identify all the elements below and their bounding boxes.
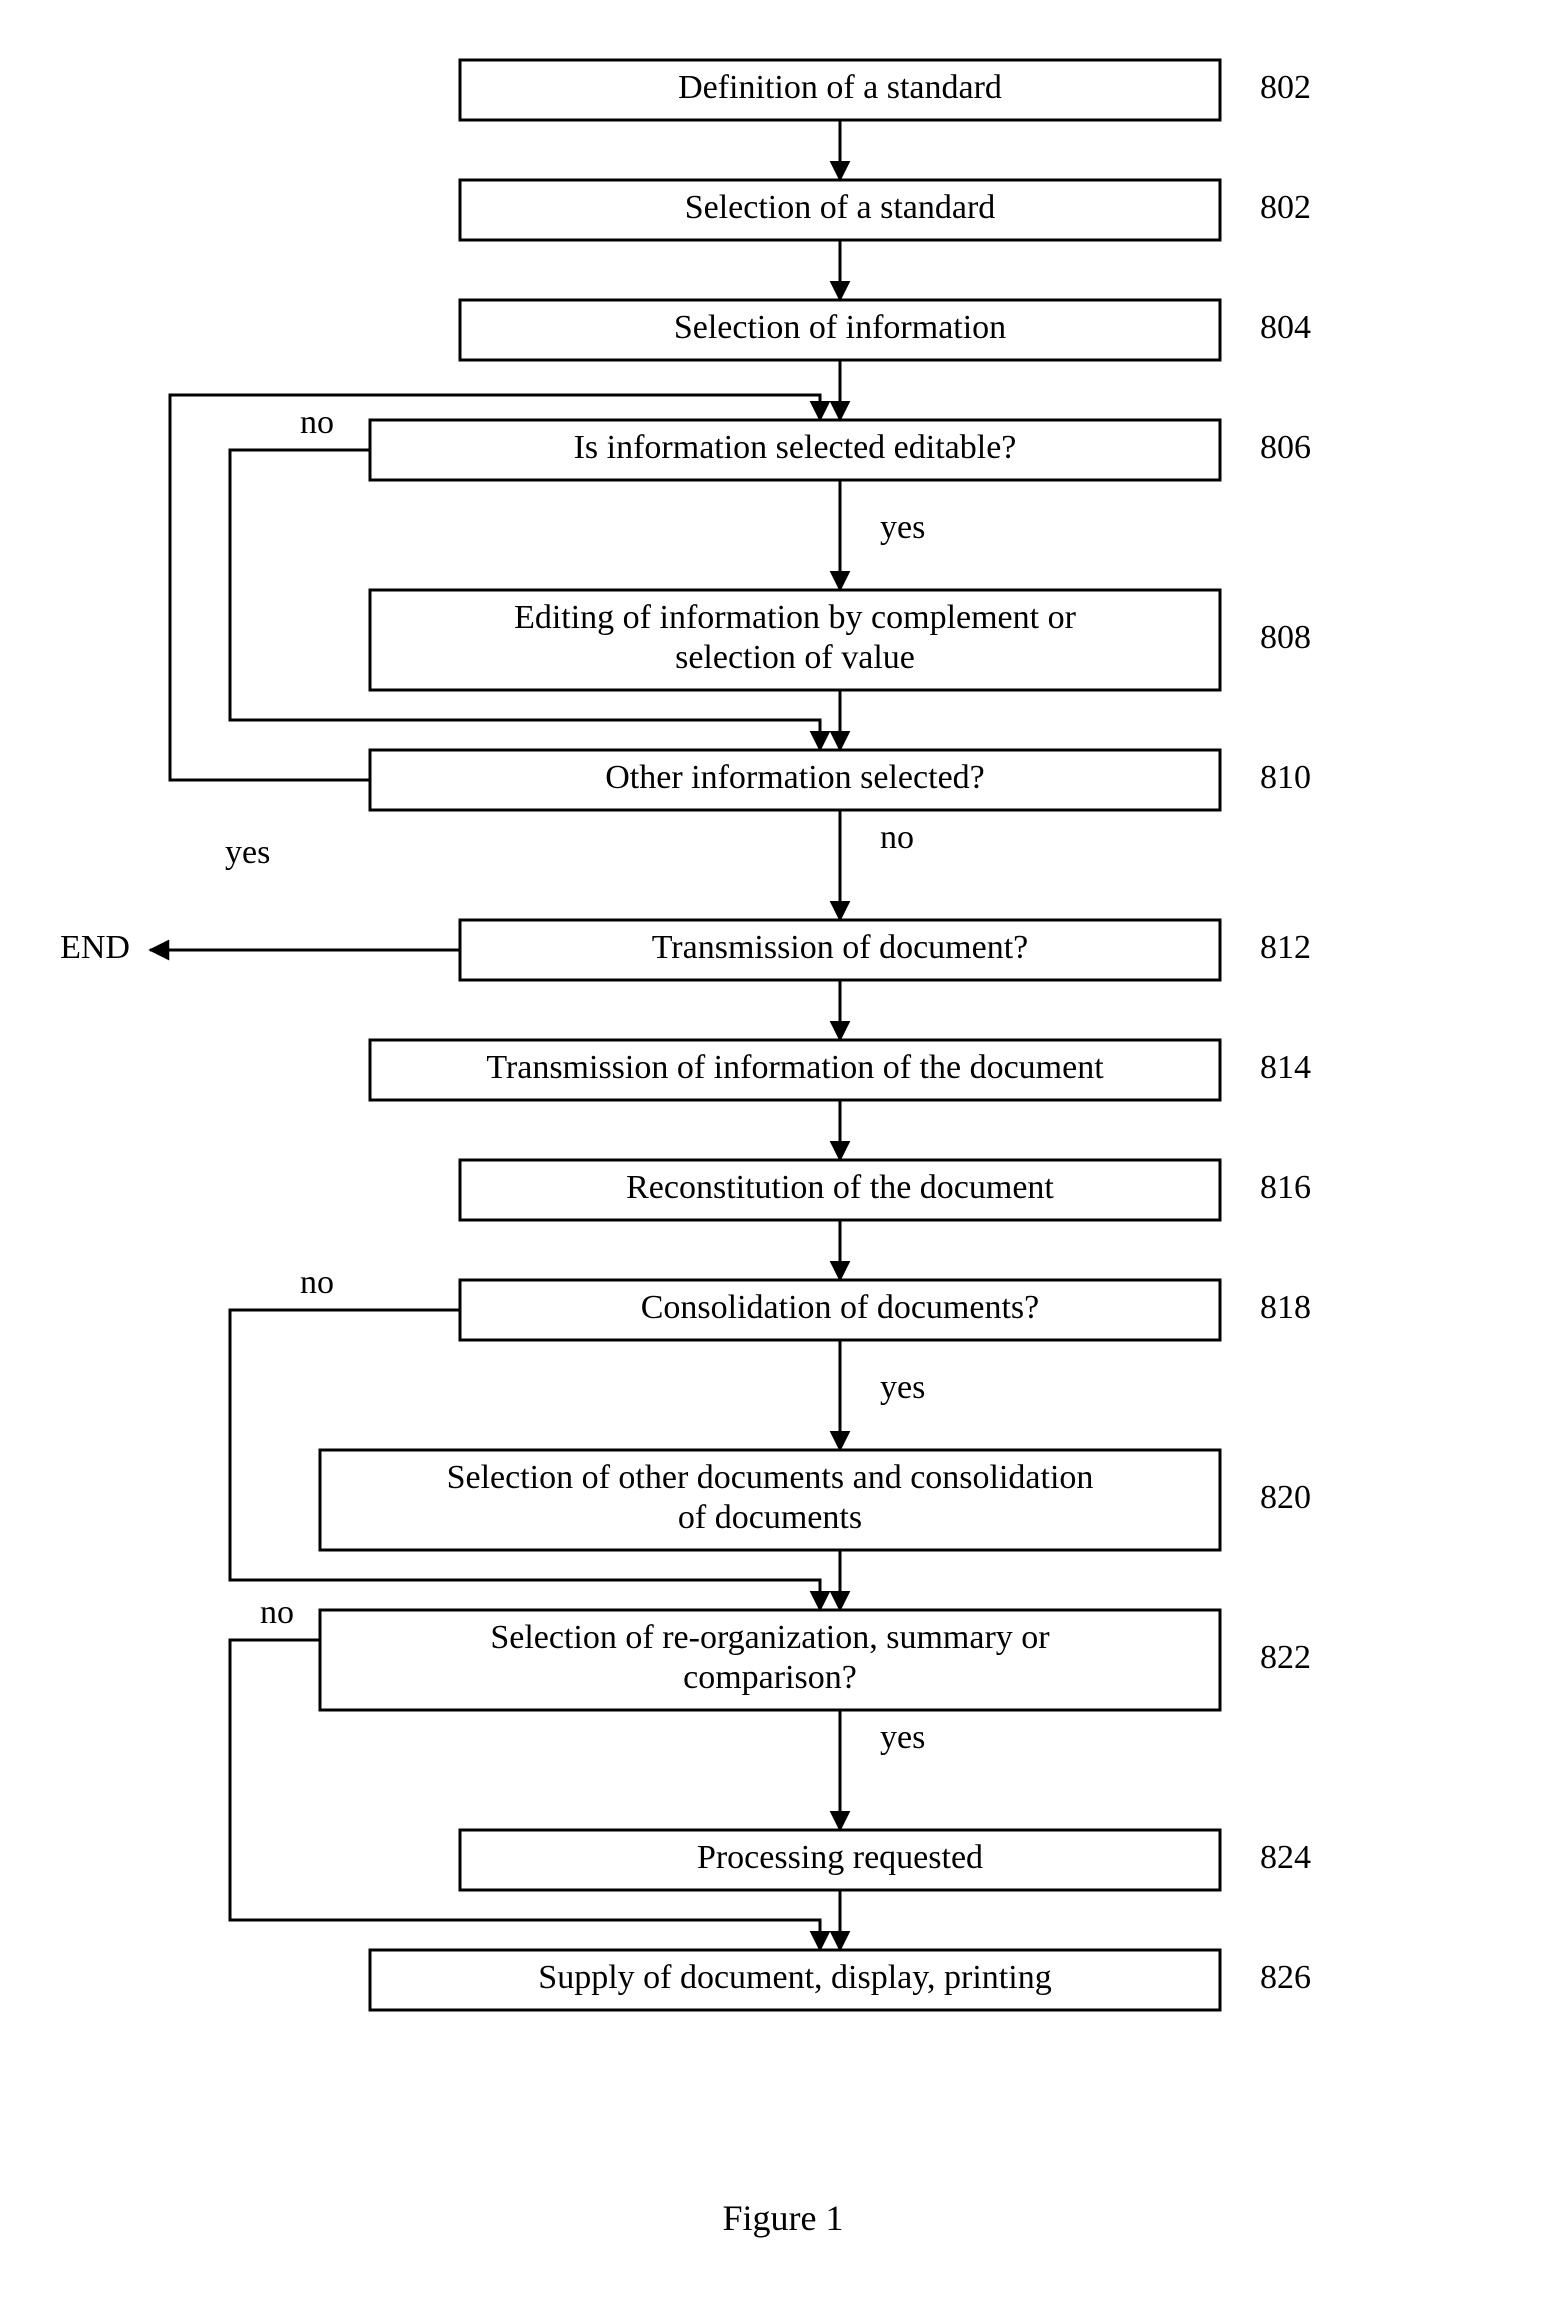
end-label: END xyxy=(60,929,130,966)
node-text: Transmission of document? xyxy=(652,929,1029,966)
node-ref: 818 xyxy=(1260,1289,1311,1326)
flow-node-n822: Selection of re-organization, summary or… xyxy=(320,1610,1311,1710)
node-ref: 820 xyxy=(1260,1479,1311,1516)
flow-node-n802b: Selection of a standard 802 xyxy=(460,180,1311,240)
node-ref: 802 xyxy=(1260,69,1311,106)
flow-node-n814: Transmission of information of the docum… xyxy=(370,1040,1311,1100)
flow-node-n824: Processing requested 824 xyxy=(460,1830,1311,1890)
edge-label: yes xyxy=(225,834,270,871)
node-text: Reconstitution of the document xyxy=(626,1169,1054,1206)
node-ref: 810 xyxy=(1260,759,1311,796)
flow-node-n806: Is information selected editable? 806 xyxy=(370,420,1311,480)
node-text: Other information selected? xyxy=(605,759,985,796)
node-text: of documents xyxy=(678,1499,862,1536)
node-ref: 808 xyxy=(1260,619,1311,656)
node-ref: 812 xyxy=(1260,929,1311,966)
edge-label: no xyxy=(260,1594,294,1631)
edge-label: yes xyxy=(880,509,925,546)
flow-node-n802a: Definition of a standard 802 xyxy=(460,60,1311,120)
node-text: Consolidation of documents? xyxy=(641,1289,1040,1326)
node-text: Selection of re-organization, summary or xyxy=(490,1619,1050,1656)
node-ref: 802 xyxy=(1260,189,1311,226)
node-ref: 822 xyxy=(1260,1639,1311,1676)
flow-node-n804: Selection of information 804 xyxy=(460,300,1311,360)
edge-label: yes xyxy=(880,1369,925,1406)
node-text: Selection of a standard xyxy=(685,189,996,226)
flow-node-n820: Selection of other documents and consoli… xyxy=(320,1450,1311,1550)
flow-node-n810: Other information selected? 810 xyxy=(370,750,1311,810)
node-text: Selection of information xyxy=(674,309,1006,346)
edge-label: no xyxy=(880,819,914,856)
node-text: Editing of information by complement or xyxy=(514,599,1077,636)
node-ref: 806 xyxy=(1260,429,1311,466)
flow-node-n808: Editing of information by complement ors… xyxy=(370,590,1311,690)
flow-node-n816: Reconstitution of the document 816 xyxy=(460,1160,1311,1220)
node-ref: 814 xyxy=(1260,1049,1311,1086)
node-text: Supply of document, display, printing xyxy=(538,1959,1051,1996)
edge-label: no xyxy=(300,404,334,441)
node-ref: 804 xyxy=(1260,309,1311,346)
flow-node-n826: Supply of document, display, printing 826 xyxy=(370,1950,1311,2010)
node-text: Transmission of information of the docum… xyxy=(486,1049,1104,1086)
edge-label: yes xyxy=(880,1719,925,1756)
node-ref: 824 xyxy=(1260,1839,1311,1876)
node-text: Selection of other documents and consoli… xyxy=(447,1459,1094,1496)
node-text: Is information selected editable? xyxy=(574,429,1017,466)
flow-node-n812: Transmission of document? 812 xyxy=(460,920,1311,980)
edge-label: no xyxy=(300,1264,334,1301)
node-text: comparison? xyxy=(683,1659,857,1696)
flow-node-n818: Consolidation of documents? 818 xyxy=(460,1280,1311,1340)
node-ref: 816 xyxy=(1260,1169,1311,1206)
node-text: selection of value xyxy=(675,639,915,676)
node-text: Definition of a standard xyxy=(678,69,1002,106)
node-text: Processing requested xyxy=(697,1839,983,1876)
node-ref: 826 xyxy=(1260,1959,1311,1996)
figure-caption: Figure 1 xyxy=(723,2198,844,2238)
